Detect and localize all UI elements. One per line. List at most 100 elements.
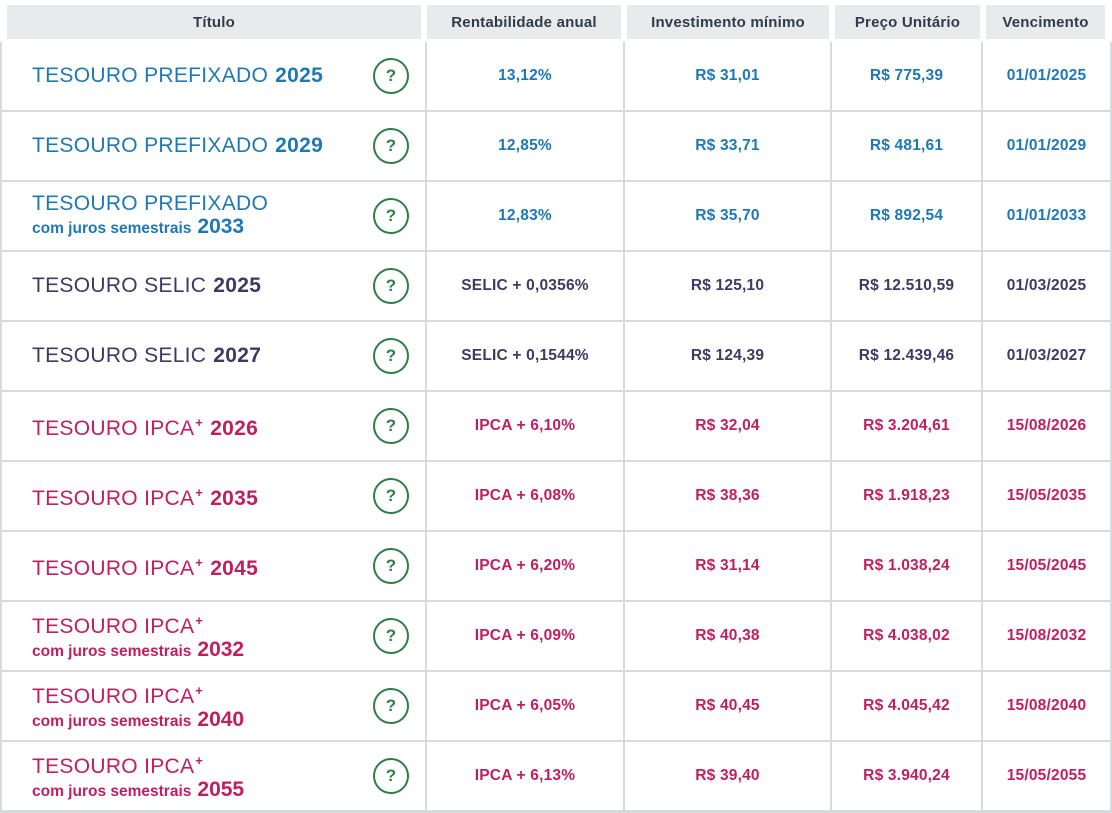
annual-rate-value: IPCA + 6,10% (474, 417, 576, 434)
table-row[interactable]: TESOURO IPCA+ 2026 ? IPCA + 6,10% R$ 32,0… (2, 392, 1110, 460)
annual-rate-cell: 13,12% (427, 42, 623, 110)
bond-title-cell: TESOURO PREFIXADO com juros semestrais 20… (2, 182, 425, 250)
bond-subtitle-line: com juros semestrais 2040 (32, 708, 245, 731)
bond-title-cell: TESOURO IPCA+ 2035 ? (2, 462, 425, 530)
annual-rate-value: IPCA + 6,05% (474, 697, 576, 714)
maturity-date-value: 01/01/2033 (1006, 207, 1087, 224)
table-row[interactable]: TESOURO PREFIXADO com juros semestrais 20… (2, 182, 1110, 250)
bond-name-line: TESOURO PREFIXADO 2025 (32, 64, 324, 87)
table-row[interactable]: TESOURO IPCA+ 2035 ? IPCA + 6,08% R$ 38,3… (2, 462, 1110, 530)
superscript-plus: + (195, 753, 204, 768)
help-icon[interactable]: ? (373, 128, 409, 164)
unit-price-value: R$ 4.038,02 (863, 627, 950, 644)
bond-name-line: TESOURO IPCA+ 2026 (32, 415, 259, 440)
annual-rate-cell: SELIC + 0,0356% (427, 252, 623, 320)
annual-rate-cell: IPCA + 6,20% (427, 532, 623, 600)
bond-name: TESOURO IPCA+ com juros semestrais 2040 (32, 679, 244, 733)
bond-name-line: TESOURO SELIC 2025 (32, 274, 262, 297)
bond-subtitle-line: com juros semestrais 2033 (32, 215, 245, 238)
bond-title-cell: TESOURO PREFIXADO 2029 ? (2, 112, 425, 180)
min-investment-value: R$ 31,14 (695, 557, 760, 574)
superscript-plus: + (195, 415, 204, 430)
help-icon[interactable]: ? (373, 338, 409, 374)
bond-year: 2025 (275, 64, 324, 87)
min-investment-cell: R$ 40,38 (625, 602, 830, 670)
min-investment-value: R$ 124,39 (690, 347, 765, 364)
unit-price-cell: R$ 892,54 (832, 182, 981, 250)
min-investment-cell: R$ 32,04 (625, 392, 830, 460)
bond-name: TESOURO IPCA+ com juros semestrais 2032 (32, 609, 244, 663)
annual-rate-cell: IPCA + 6,13% (427, 742, 623, 810)
maturity-date-value: 15/08/2032 (1006, 627, 1087, 644)
table-row[interactable]: TESOURO PREFIXADO 2025 ? 13,12% R$ 31,01 … (2, 42, 1110, 110)
maturity-cell: 15/05/2035 (983, 462, 1110, 530)
min-investment-value: R$ 125,10 (690, 277, 765, 294)
min-investment-cell: R$ 31,01 (625, 42, 830, 110)
bond-year: 2035 (210, 487, 259, 510)
bond-year: 2029 (275, 134, 324, 157)
annual-rate-value: IPCA + 6,13% (474, 767, 576, 784)
bond-year: 2026 (210, 417, 259, 440)
annual-rate-cell: SELIC + 0,1544% (427, 322, 623, 390)
help-icon[interactable]: ? (373, 548, 409, 584)
bond-title-cell: TESOURO IPCA+ com juros semestrais 2040 ? (2, 672, 425, 740)
bond-name: TESOURO PREFIXADO com juros semestrais 20… (32, 192, 268, 240)
min-investment-cell: R$ 125,10 (625, 252, 830, 320)
min-investment-cell: R$ 35,70 (625, 182, 830, 250)
bond-title-cell: TESOURO IPCA+ 2026 ? (2, 392, 425, 460)
bond-title-cell: TESOURO IPCA+ com juros semestrais 2032 ? (2, 602, 425, 670)
annual-rate-cell: 12,83% (427, 182, 623, 250)
table-row[interactable]: TESOURO IPCA+ com juros semestrais 2040 ?… (2, 672, 1110, 740)
help-icon[interactable]: ? (373, 618, 409, 654)
maturity-date-value: 15/08/2040 (1006, 697, 1087, 714)
annual-rate-value: IPCA + 6,08% (474, 487, 576, 504)
min-investment-value: R$ 38,36 (695, 487, 760, 504)
bond-title-cell: TESOURO SELIC 2027 ? (2, 322, 425, 390)
help-icon[interactable]: ? (373, 408, 409, 444)
maturity-date-value: 15/05/2055 (1006, 767, 1087, 784)
min-investment-value: R$ 40,45 (695, 697, 760, 714)
maturity-cell: 15/05/2045 (983, 532, 1110, 600)
maturity-date-value: 01/03/2025 (1006, 277, 1087, 294)
min-investment-cell: R$ 39,40 (625, 742, 830, 810)
table-header: Título Rentabilidade anual Investimento mí… (7, 5, 1105, 39)
unit-price-value: R$ 4.045,42 (863, 697, 950, 714)
table-row[interactable]: TESOURO SELIC 2027 ? SELIC + 0,1544% R$ 1… (2, 322, 1110, 390)
bond-name: TESOURO SELIC 2025 (32, 274, 261, 298)
maturity-cell: 15/05/2055 (983, 742, 1110, 810)
maturity-cell: 01/01/2029 (983, 112, 1110, 180)
table-row[interactable]: TESOURO SELIC 2025 ? SELIC + 0,0356% R$ 1… (2, 252, 1110, 320)
bond-name-line: TESOURO SELIC 2027 (32, 344, 262, 367)
table-row[interactable]: TESOURO PREFIXADO 2029 ? 12,85% R$ 33,71 … (2, 112, 1110, 180)
maturity-date-value: 01/03/2027 (1006, 347, 1087, 364)
unit-price-cell: R$ 12.439,46 (832, 322, 981, 390)
table-row[interactable]: TESOURO IPCA+ com juros semestrais 2055 ?… (2, 742, 1110, 810)
help-icon[interactable]: ? (373, 758, 409, 794)
table-row[interactable]: TESOURO IPCA+ 2045 ? IPCA + 6,20% R$ 31,1… (2, 532, 1110, 600)
help-icon[interactable]: ? (373, 478, 409, 514)
column-header-2: Investimento mínimo (627, 5, 829, 39)
bond-name-line: TESOURO IPCA+ 2045 (32, 555, 259, 580)
unit-price-cell: R$ 4.038,02 (832, 602, 981, 670)
bond-year: 2027 (213, 344, 262, 367)
superscript-plus: + (195, 555, 204, 570)
help-icon[interactable]: ? (373, 198, 409, 234)
superscript-plus: + (195, 683, 204, 698)
unit-price-value: R$ 775,39 (869, 67, 944, 84)
annual-rate-cell: IPCA + 6,10% (427, 392, 623, 460)
bond-name: TESOURO PREFIXADO 2025 (32, 64, 323, 88)
help-icon[interactable]: ? (373, 58, 409, 94)
maturity-cell: 15/08/2026 (983, 392, 1110, 460)
bond-name: TESOURO PREFIXADO 2029 (32, 134, 323, 158)
maturity-date-value: 01/01/2029 (1006, 137, 1087, 154)
unit-price-cell: R$ 4.045,42 (832, 672, 981, 740)
annual-rate-cell: IPCA + 6,09% (427, 602, 623, 670)
unit-price-value: R$ 3.940,24 (863, 767, 950, 784)
table-row[interactable]: TESOURO IPCA+ com juros semestrais 2032 ?… (2, 602, 1110, 670)
bond-name-line: TESOURO IPCA+ (32, 683, 204, 708)
annual-rate-value: SELIC + 0,0356% (461, 277, 589, 294)
help-icon[interactable]: ? (373, 688, 409, 724)
help-icon[interactable]: ? (373, 268, 409, 304)
annual-rate-value: SELIC + 0,1544% (461, 347, 589, 364)
